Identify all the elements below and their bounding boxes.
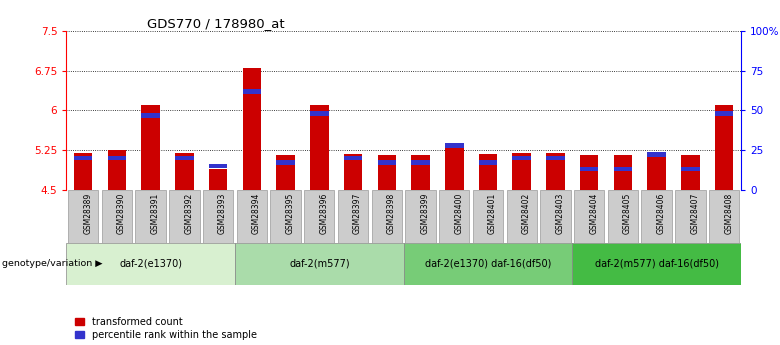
- FancyBboxPatch shape: [506, 190, 537, 243]
- Text: GSM28394: GSM28394: [252, 193, 261, 234]
- Text: GSM28399: GSM28399: [420, 193, 430, 234]
- Text: GSM28407: GSM28407: [690, 193, 700, 234]
- Bar: [411, 155, 430, 190]
- FancyBboxPatch shape: [101, 190, 132, 243]
- Bar: [681, 155, 700, 190]
- FancyBboxPatch shape: [271, 190, 301, 243]
- FancyBboxPatch shape: [404, 243, 573, 285]
- Bar: [209, 164, 228, 168]
- Bar: [141, 113, 160, 118]
- Text: GSM28406: GSM28406: [657, 193, 665, 234]
- Bar: [614, 167, 633, 171]
- FancyBboxPatch shape: [136, 190, 166, 243]
- Bar: [344, 154, 363, 190]
- Text: GSM28390: GSM28390: [117, 193, 126, 234]
- Text: GSM28395: GSM28395: [285, 193, 295, 234]
- FancyBboxPatch shape: [235, 243, 404, 285]
- Text: GSM28393: GSM28393: [218, 193, 227, 234]
- Text: daf-2(m577): daf-2(m577): [289, 259, 349, 269]
- Text: GSM28402: GSM28402: [522, 193, 530, 234]
- Bar: [647, 152, 666, 190]
- FancyBboxPatch shape: [709, 190, 739, 243]
- Text: GSM28391: GSM28391: [151, 193, 160, 234]
- Bar: [74, 153, 93, 190]
- Text: GSM28401: GSM28401: [488, 193, 497, 234]
- Bar: [445, 143, 463, 148]
- Text: GSM28400: GSM28400: [454, 193, 463, 234]
- Text: GDS770 / 178980_at: GDS770 / 178980_at: [147, 17, 285, 30]
- Bar: [681, 167, 700, 171]
- Bar: [512, 153, 531, 190]
- Bar: [175, 156, 193, 160]
- Text: GSM28389: GSM28389: [83, 193, 92, 234]
- Bar: [310, 105, 328, 190]
- Bar: [74, 156, 93, 160]
- Bar: [546, 156, 565, 160]
- FancyBboxPatch shape: [406, 190, 436, 243]
- Bar: [647, 152, 666, 157]
- FancyBboxPatch shape: [641, 190, 672, 243]
- Text: daf-2(m577) daf-16(df50): daf-2(m577) daf-16(df50): [594, 259, 718, 269]
- FancyBboxPatch shape: [541, 190, 571, 243]
- Bar: [411, 160, 430, 165]
- Bar: [243, 68, 261, 190]
- Bar: [580, 167, 598, 171]
- FancyBboxPatch shape: [66, 243, 235, 285]
- Bar: [445, 143, 463, 190]
- Bar: [378, 160, 396, 165]
- Bar: [276, 155, 295, 190]
- Bar: [243, 89, 261, 94]
- FancyBboxPatch shape: [338, 190, 368, 243]
- Bar: [479, 160, 498, 165]
- FancyBboxPatch shape: [439, 190, 470, 243]
- Bar: [310, 111, 328, 116]
- Text: GSM28397: GSM28397: [353, 193, 362, 234]
- Bar: [108, 156, 126, 160]
- Text: GSM28408: GSM28408: [724, 193, 733, 234]
- FancyBboxPatch shape: [203, 190, 233, 243]
- Bar: [580, 155, 598, 190]
- FancyBboxPatch shape: [574, 190, 605, 243]
- FancyBboxPatch shape: [236, 190, 267, 243]
- Bar: [344, 156, 363, 160]
- Bar: [714, 111, 733, 116]
- Text: GSM28403: GSM28403: [555, 193, 565, 234]
- Legend: transformed count, percentile rank within the sample: transformed count, percentile rank withi…: [75, 317, 257, 340]
- FancyBboxPatch shape: [675, 190, 706, 243]
- Bar: [141, 105, 160, 190]
- Bar: [276, 160, 295, 165]
- Bar: [378, 155, 396, 190]
- FancyBboxPatch shape: [304, 190, 335, 243]
- FancyBboxPatch shape: [68, 190, 98, 243]
- Text: GSM28396: GSM28396: [319, 193, 328, 234]
- Text: GSM28405: GSM28405: [623, 193, 632, 234]
- Text: genotype/variation ▶: genotype/variation ▶: [2, 259, 102, 268]
- FancyBboxPatch shape: [573, 243, 741, 285]
- Bar: [546, 153, 565, 190]
- Bar: [614, 155, 633, 190]
- FancyBboxPatch shape: [608, 190, 638, 243]
- Text: daf-2(e1370): daf-2(e1370): [119, 259, 183, 269]
- Bar: [479, 154, 498, 190]
- FancyBboxPatch shape: [473, 190, 503, 243]
- Bar: [175, 153, 193, 190]
- Text: GSM28392: GSM28392: [184, 193, 193, 234]
- FancyBboxPatch shape: [371, 190, 402, 243]
- Text: daf-2(e1370) daf-16(df50): daf-2(e1370) daf-16(df50): [425, 259, 551, 269]
- Bar: [108, 150, 126, 190]
- Bar: [714, 105, 733, 190]
- Bar: [512, 156, 531, 160]
- Text: GSM28404: GSM28404: [589, 193, 598, 234]
- Bar: [209, 169, 228, 190]
- Text: GSM28398: GSM28398: [387, 193, 395, 234]
- FancyBboxPatch shape: [169, 190, 200, 243]
